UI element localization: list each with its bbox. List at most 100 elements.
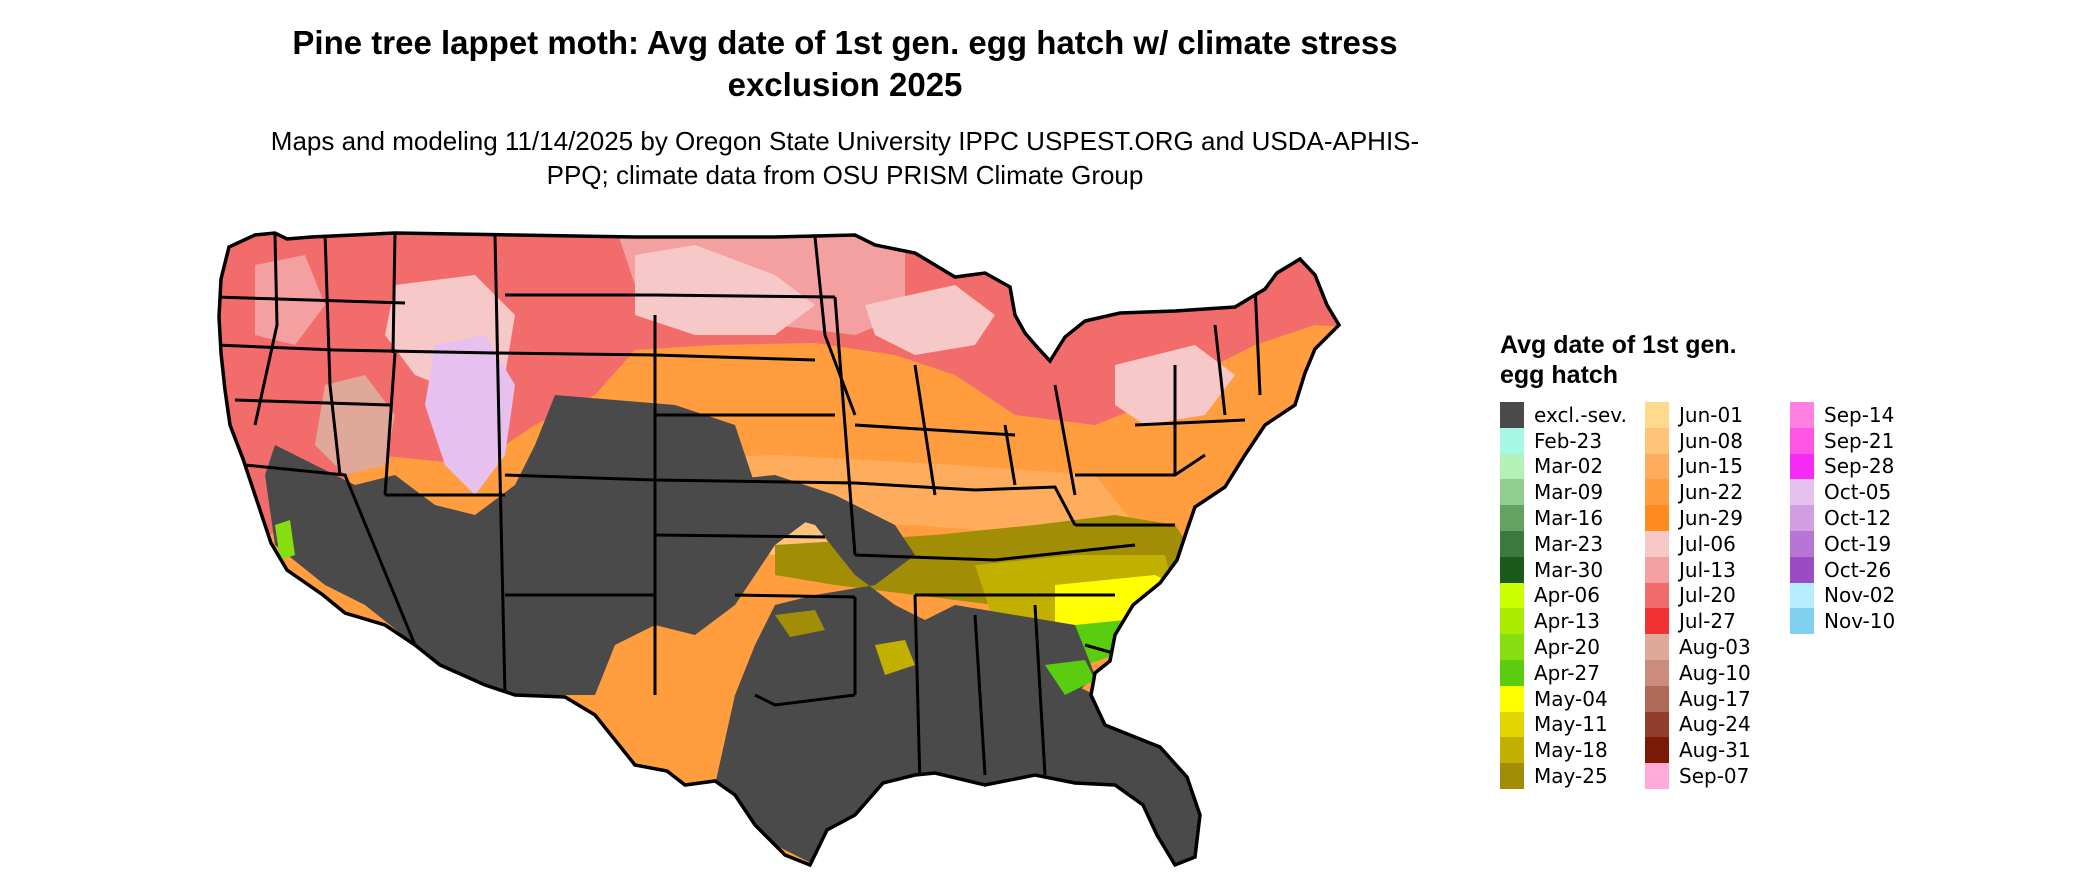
legend-swatch [1500,685,1524,712]
legend-item: Jul-20 [1645,582,1790,609]
legend-columns: excl.-sev. Feb-23 Mar-02 Mar-09 Mar-16 Mar-23… [1500,402,1935,789]
legend-label: May-11 [1534,712,1608,737]
legend-label: Oct-19 [1824,531,1892,556]
legend-swatch [1645,659,1669,686]
legend-item: Mar-23 [1500,530,1645,557]
legend-item: Aug-10 [1645,659,1790,686]
legend-item: May-18 [1500,737,1645,764]
legend-swatch [1645,556,1669,583]
legend-label: Mar-09 [1534,480,1604,505]
legend-swatch [1790,608,1814,635]
legend-label: Apr-06 [1534,583,1600,608]
legend-item: May-11 [1500,711,1645,738]
legend-swatch [1500,427,1524,454]
legend-swatch [1645,402,1669,428]
legend-label: Jun-08 [1679,428,1743,453]
legend-swatch [1500,763,1524,789]
legend-label: Aug-17 [1679,686,1751,711]
legend-item: Jun-15 [1645,453,1790,480]
legend-label: Sep-14 [1824,402,1895,427]
legend-swatch [1500,530,1524,557]
legend-label: Mar-23 [1534,531,1604,556]
legend-swatch [1645,685,1669,712]
state-borders [219,233,1262,786]
legend: Avg date of 1st gen. egg hatch excl.-sev… [1500,330,1935,789]
legend-swatch [1500,608,1524,635]
legend-item: Jun-22 [1645,479,1790,506]
legend-label: Jun-15 [1679,454,1743,479]
legend-label: Sep-21 [1824,428,1895,453]
legend-swatch [1500,582,1524,609]
legend-label: Feb-23 [1534,428,1603,453]
legend-label: Apr-13 [1534,609,1600,634]
legend-item: Nov-02 [1790,582,1935,609]
legend-item: Feb-23 [1500,427,1645,454]
legend-swatch [1500,402,1524,428]
legend-column: Sep-14 Sep-21 Sep-28 Oct-05 Oct-12 Oct-19 Oct-… [1790,402,1935,789]
legend-label: Apr-20 [1534,635,1600,660]
legend-item: Oct-19 [1790,530,1935,557]
legend-swatch [1645,634,1669,660]
legend-swatch [1500,659,1524,686]
legend-item: Sep-07 [1645,763,1790,789]
legend-label: Mar-02 [1534,454,1604,479]
legend-swatch [1645,505,1669,531]
legend-column: Jun-01 Jun-08 Jun-15 Jun-22 Jun-29 Jul-06 Jul-… [1645,402,1790,789]
legend-label: Jul-06 [1679,531,1736,556]
legend-label: Aug-31 [1679,738,1751,763]
legend-item: Aug-17 [1645,685,1790,712]
legend-item: Jul-06 [1645,530,1790,557]
legend-item: excl.-sev. [1500,402,1645,428]
legend-item: Oct-05 [1790,479,1935,506]
legend-swatch [1790,402,1814,428]
legend-swatch [1645,479,1669,506]
legend-item: Nov-10 [1790,608,1935,635]
legend-swatch [1790,453,1814,480]
legend-swatch [1645,737,1669,764]
legend-item: Aug-24 [1645,711,1790,738]
legend-label: May-18 [1534,738,1608,763]
legend-item: Apr-20 [1500,634,1645,660]
legend-item: Oct-12 [1790,505,1935,531]
legend-item: Jun-08 [1645,427,1790,454]
legend-swatch [1500,505,1524,531]
legend-label: Sep-28 [1824,454,1895,479]
map-subtitle: Maps and modeling 11/14/2025 by Oregon S… [270,126,1420,190]
legend-label: Nov-10 [1824,609,1896,634]
legend-item: Mar-09 [1500,479,1645,506]
legend-swatch [1645,582,1669,609]
legend-item: Jul-27 [1645,608,1790,635]
legend-label: Aug-24 [1679,712,1751,737]
legend-item: Apr-27 [1500,659,1645,686]
legend-swatch [1790,582,1814,609]
legend-swatch [1790,556,1814,583]
legend-label: Jun-01 [1679,402,1743,427]
legend-item: Mar-02 [1500,453,1645,480]
legend-swatch [1790,427,1814,454]
legend-swatch [1645,608,1669,635]
legend-label: Oct-05 [1824,480,1892,505]
legend-label: Sep-07 [1679,764,1750,789]
legend-label: May-25 [1534,764,1608,789]
legend-item: Jun-01 [1645,402,1790,428]
legend-item: Apr-06 [1500,582,1645,609]
legend-item: Oct-26 [1790,556,1935,583]
legend-swatch [1645,453,1669,480]
legend-label: Oct-12 [1824,506,1892,531]
legend-swatch [1645,711,1669,738]
legend-label: excl.-sev. [1534,402,1627,427]
legend-label: Aug-03 [1679,635,1751,660]
legend-item: Mar-30 [1500,556,1645,583]
legend-swatch [1790,505,1814,531]
legend-column: excl.-sev. Feb-23 Mar-02 Mar-09 Mar-16 Mar-23… [1500,402,1645,789]
legend-swatch [1645,530,1669,557]
legend-label: Jun-29 [1679,506,1743,531]
legend-label: Jul-20 [1679,583,1736,608]
legend-swatch [1500,634,1524,660]
legend-label: Jun-22 [1679,480,1743,505]
legend-item: Aug-31 [1645,737,1790,764]
legend-swatch [1500,479,1524,506]
legend-item: Jul-13 [1645,556,1790,583]
legend-swatch [1500,556,1524,583]
legend-label: Apr-27 [1534,660,1600,685]
